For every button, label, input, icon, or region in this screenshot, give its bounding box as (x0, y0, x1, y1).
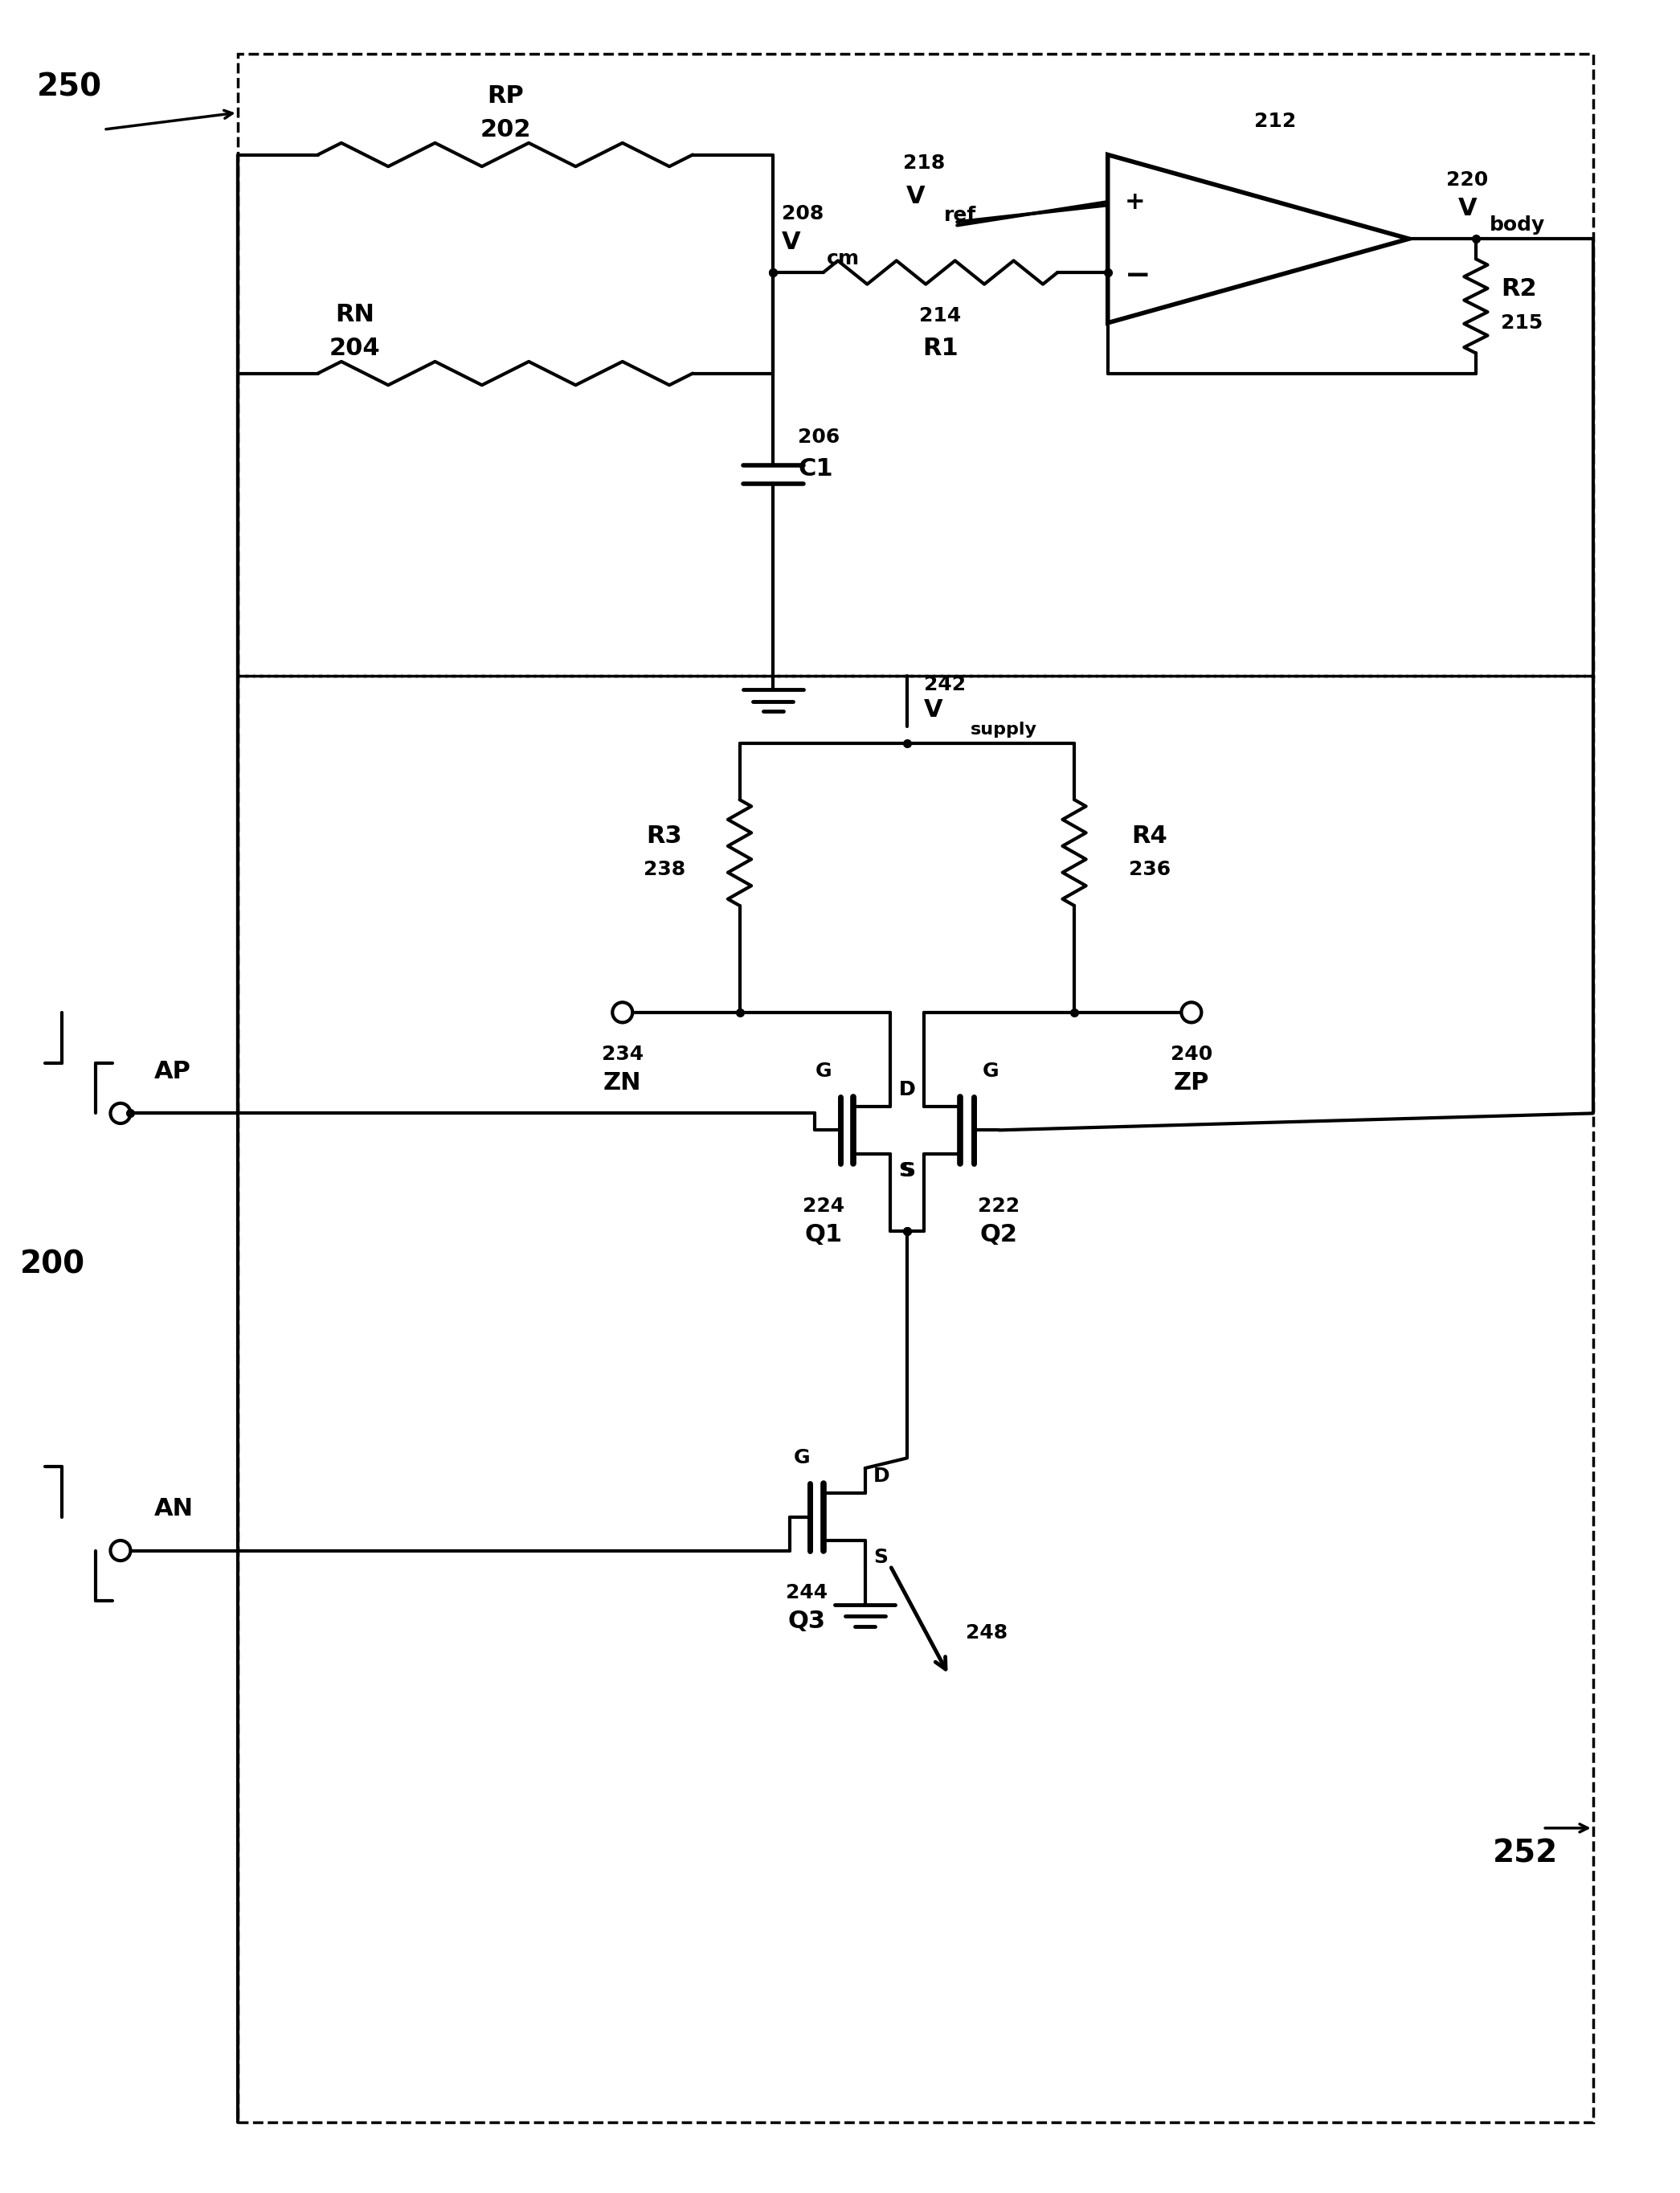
Text: cm: cm (827, 250, 860, 268)
Text: 242: 242 (924, 675, 966, 695)
Text: R4: R4 (1132, 825, 1168, 846)
Text: 202: 202 (480, 118, 531, 140)
Bar (237, 675, 1593, 2123)
Text: S: S (874, 1548, 889, 1568)
Text: 238: 238 (643, 860, 685, 879)
Text: supply: supply (971, 721, 1037, 737)
Text: Q3: Q3 (788, 1610, 825, 1634)
Text: ref: ref (944, 206, 976, 226)
Text: 248: 248 (966, 1623, 1008, 1643)
Circle shape (1181, 1002, 1201, 1022)
Text: 208: 208 (781, 204, 823, 224)
Text: R3: R3 (647, 825, 682, 846)
Text: G: G (983, 1061, 1000, 1081)
Text: 200: 200 (20, 1250, 86, 1281)
Text: AN: AN (155, 1498, 193, 1520)
Text: D: D (874, 1467, 890, 1487)
Text: Q2: Q2 (979, 1224, 1018, 1246)
Text: ZP: ZP (1174, 1072, 1210, 1094)
Text: 250: 250 (37, 72, 102, 103)
Text: V: V (1458, 197, 1477, 219)
Bar (237, 55, 1593, 675)
Text: +: + (1124, 191, 1146, 213)
Text: C1: C1 (798, 458, 833, 480)
Text: 214: 214 (919, 307, 961, 325)
Text: body: body (1490, 215, 1546, 235)
Text: RN: RN (334, 303, 375, 327)
Text: V: V (924, 697, 942, 721)
Text: 212: 212 (1253, 112, 1295, 132)
Text: V: V (906, 184, 924, 208)
Text: G: G (793, 1447, 810, 1467)
Text: Q1: Q1 (805, 1224, 842, 1246)
Circle shape (111, 1539, 131, 1561)
Text: 244: 244 (786, 1583, 828, 1603)
Text: 218: 218 (902, 154, 944, 173)
Text: 222: 222 (978, 1195, 1020, 1215)
Text: 236: 236 (1129, 860, 1171, 879)
Text: S: S (900, 1160, 916, 1180)
Text: R1: R1 (922, 336, 958, 360)
Circle shape (111, 1103, 131, 1123)
Text: V: V (781, 230, 800, 254)
Text: D: D (899, 1081, 916, 1099)
Text: 252: 252 (1492, 1838, 1557, 1868)
Circle shape (613, 1002, 632, 1022)
Text: 206: 206 (798, 428, 840, 447)
Text: 224: 224 (803, 1195, 845, 1215)
Text: −: − (1124, 261, 1151, 292)
Text: R2: R2 (1500, 279, 1537, 300)
Text: S: S (899, 1160, 912, 1180)
Text: 240: 240 (1171, 1044, 1213, 1064)
Text: ZN: ZN (603, 1072, 642, 1094)
Text: AP: AP (155, 1059, 192, 1083)
Text: G: G (815, 1061, 832, 1081)
Text: 220: 220 (1446, 171, 1488, 189)
Text: D: D (899, 1081, 916, 1099)
Text: RP: RP (487, 83, 524, 107)
Text: 215: 215 (1500, 314, 1542, 333)
Text: 204: 204 (329, 336, 380, 360)
Text: 234: 234 (601, 1044, 643, 1064)
